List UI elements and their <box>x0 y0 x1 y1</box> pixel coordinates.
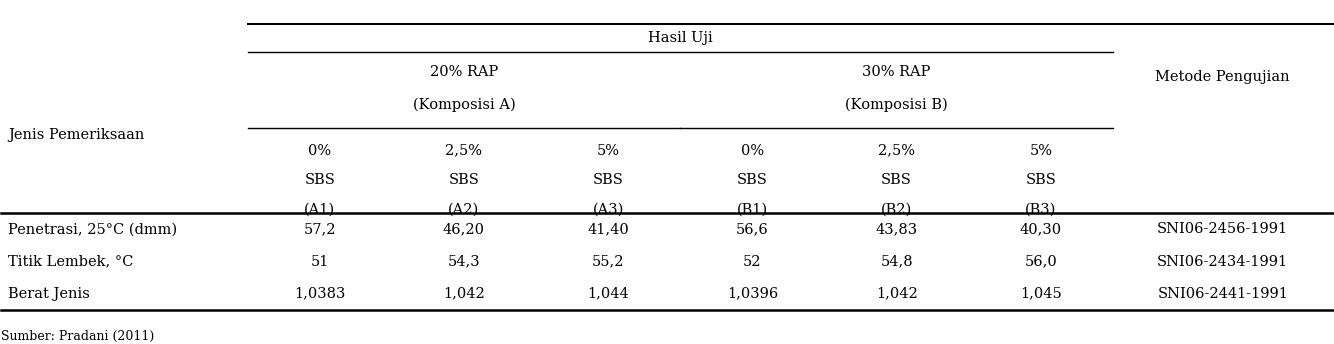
Text: 1,0383: 1,0383 <box>293 287 346 301</box>
Text: SBS: SBS <box>592 173 623 187</box>
Text: (B1): (B1) <box>736 203 768 217</box>
Text: 5%: 5% <box>596 144 620 158</box>
Text: 1,045: 1,045 <box>1021 287 1062 301</box>
Text: Hasil Uji: Hasil Uji <box>648 31 712 45</box>
Text: SBS: SBS <box>882 173 912 187</box>
Text: SNI06-2441-1991: SNI06-2441-1991 <box>1158 287 1289 301</box>
Text: 54,8: 54,8 <box>880 255 912 269</box>
Text: 56,6: 56,6 <box>736 222 768 236</box>
Text: Berat Jenis: Berat Jenis <box>8 287 89 301</box>
Text: Metode Pengujian: Metode Pengujian <box>1155 70 1290 84</box>
Text: (A1): (A1) <box>304 203 335 217</box>
Text: 52: 52 <box>743 255 762 269</box>
Text: Sumber: Pradani (2011): Sumber: Pradani (2011) <box>1 330 155 343</box>
Text: Jenis Pemeriksaan: Jenis Pemeriksaan <box>8 128 144 142</box>
Text: 1,042: 1,042 <box>443 287 484 301</box>
Text: (B3): (B3) <box>1025 203 1057 217</box>
Text: 0%: 0% <box>308 144 331 158</box>
Text: 46,20: 46,20 <box>443 222 486 236</box>
Text: SNI06-2456-1991: SNI06-2456-1991 <box>1157 222 1289 236</box>
Text: SBS: SBS <box>448 173 479 187</box>
Text: 0%: 0% <box>740 144 764 158</box>
Text: 55,2: 55,2 <box>592 255 624 269</box>
Text: 30% RAP: 30% RAP <box>863 65 931 79</box>
Text: SBS: SBS <box>304 173 335 187</box>
Text: 1,0396: 1,0396 <box>727 287 778 301</box>
Text: (Komposisi B): (Komposisi B) <box>846 98 948 112</box>
Text: 20% RAP: 20% RAP <box>430 65 498 79</box>
Text: SBS: SBS <box>736 173 768 187</box>
Text: 51: 51 <box>311 255 329 269</box>
Text: 40,30: 40,30 <box>1019 222 1062 236</box>
Text: Penetrasi, 25°C (dmm): Penetrasi, 25°C (dmm) <box>8 222 177 236</box>
Text: 1,044: 1,044 <box>587 287 630 301</box>
Text: 1,042: 1,042 <box>875 287 918 301</box>
Text: 2,5%: 2,5% <box>446 144 483 158</box>
Text: (B2): (B2) <box>880 203 912 217</box>
Text: 5%: 5% <box>1030 144 1053 158</box>
Text: 43,83: 43,83 <box>875 222 918 236</box>
Text: 2,5%: 2,5% <box>878 144 915 158</box>
Text: (Komposisi A): (Komposisi A) <box>412 98 515 112</box>
Text: 56,0: 56,0 <box>1025 255 1058 269</box>
Text: SBS: SBS <box>1026 173 1057 187</box>
Text: Titik Lembek, °C: Titik Lembek, °C <box>8 255 133 269</box>
Text: (A2): (A2) <box>448 203 480 217</box>
Text: SNI06-2434-1991: SNI06-2434-1991 <box>1157 255 1289 269</box>
Text: (A3): (A3) <box>592 203 624 217</box>
Text: 41,40: 41,40 <box>587 222 630 236</box>
Text: 54,3: 54,3 <box>448 255 480 269</box>
Text: 57,2: 57,2 <box>304 222 336 236</box>
